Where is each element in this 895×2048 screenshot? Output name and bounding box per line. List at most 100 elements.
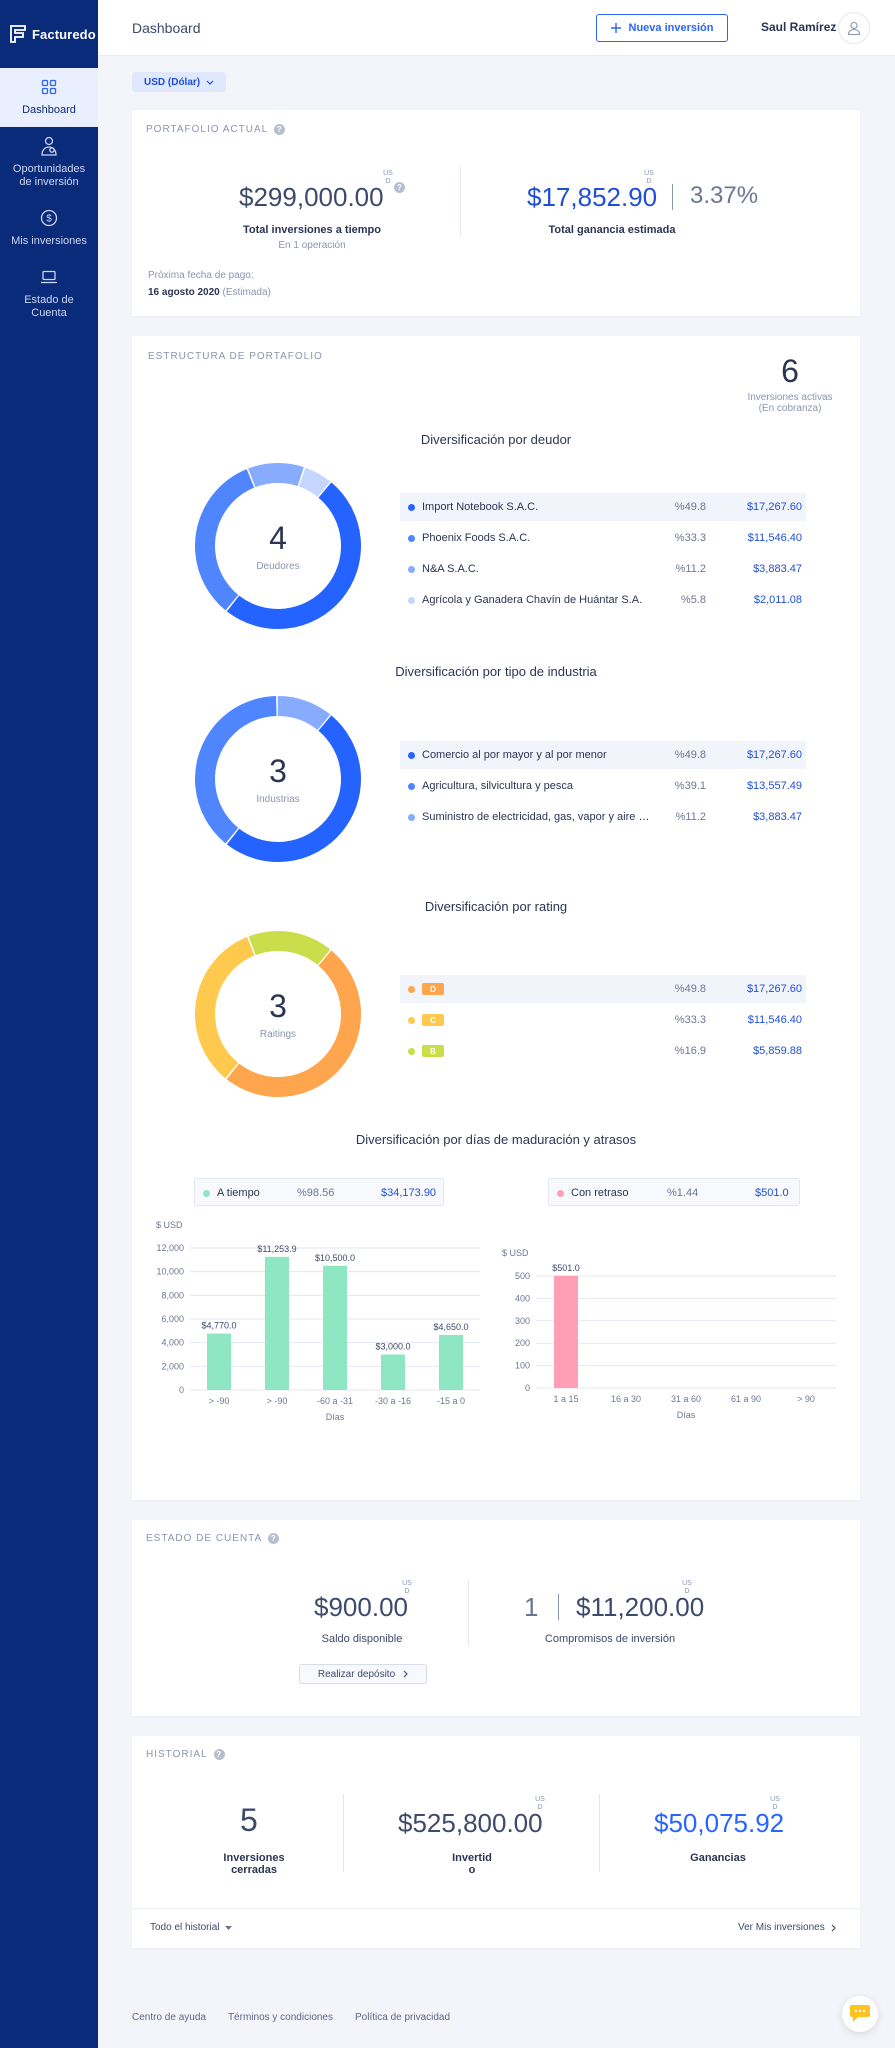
donut-slice[interactable] — [188, 924, 368, 1104]
divider — [672, 184, 673, 210]
legend-dot — [408, 597, 415, 604]
chat-widget-button[interactable] — [842, 1996, 878, 2032]
industry-caption: Industrias — [256, 793, 300, 805]
rating-count: 3 — [269, 987, 287, 1024]
divider — [468, 1580, 469, 1646]
legend-row[interactable]: Comercio al por mayor y al por menor %49.… — [400, 741, 806, 769]
y-tick-label: 400 — [515, 1293, 530, 1303]
rating-badge: C — [422, 1014, 444, 1026]
legend-row[interactable]: C %33.3 $11,546.40 — [400, 1006, 806, 1034]
legend-row[interactable]: B %16.9 $5,859.88 — [400, 1037, 806, 1065]
bar[interactable] — [265, 1256, 289, 1390]
legend-pct: %49.8 — [674, 749, 706, 761]
avatar[interactable] — [838, 12, 870, 44]
debtor-chart-title: Diversificación por deudor — [420, 432, 572, 447]
bar-data-label: $501.0 — [552, 1263, 580, 1273]
legend-row[interactable]: Suministro de electricidad, gas, vapor y… — [400, 803, 806, 831]
footer-link-privacy[interactable]: Política de privacidad — [355, 2012, 451, 2023]
legend-row[interactable]: Import Notebook S.A.C. %49.8 $17,267.60 — [400, 493, 806, 521]
legend-dot — [408, 986, 415, 993]
bar[interactable] — [381, 1354, 405, 1391]
y-tick-label: 6,000 — [161, 1314, 184, 1324]
legend-row[interactable]: Phoenix Foods S.A.C. %33.3 $11,546.40 — [400, 524, 806, 552]
active-investments-label: Inversiones activas — [747, 392, 833, 403]
make-deposit-button[interactable]: Realizar depósito — [299, 1664, 427, 1684]
total-investments-sub: En 1 operación — [278, 240, 346, 251]
donut-slice[interactable] — [188, 456, 368, 636]
legend-pct: %33.3 — [674, 532, 706, 544]
sidebar-item-account-statement[interactable]: Estado de Cuenta — [0, 258, 98, 330]
legend-row[interactable]: Agricultura, silvicultura y pesca %39.1 $1… — [400, 772, 806, 800]
legend-dot — [557, 1190, 564, 1197]
industry-donut: 3 Industrias — [188, 689, 368, 869]
new-investment-button[interactable]: Nueva inversión — [596, 14, 728, 42]
sidebar-item-label: Estado de Cuenta — [24, 294, 74, 319]
bar[interactable] — [323, 1265, 347, 1390]
user-name[interactable]: Saul Ramírez — [761, 20, 837, 34]
history-filter-select[interactable]: Todo el historial — [150, 1922, 233, 1933]
bar[interactable] — [207, 1333, 231, 1390]
late-bar-chart: $ USD 0 100 200 300 400 500 $501.0 1 a 15 16 a 30… — [502, 1248, 836, 1420]
rating-legend: D %49.8 $17,267.60 C %33.3 $11,546.40 B %16.9… — [400, 975, 806, 1068]
legend-dot — [408, 814, 415, 821]
sidebar-item-opportunities[interactable]: Oportunidades de inversión — [0, 127, 98, 199]
bar-data-label: $4,650.0 — [433, 1322, 468, 1332]
currency-superscript: US D — [402, 1580, 412, 1595]
donut-slice[interactable] — [188, 689, 368, 869]
bar-data-label: $3,000.0 — [375, 1342, 410, 1352]
donut-center: 3 Raitings — [188, 924, 368, 1104]
bar-data-label: $10,500.0 — [315, 1253, 355, 1263]
active-investments: 6 Inversiones activas (En cobranza) — [740, 354, 840, 414]
legend-row[interactable]: N&A S.A.C. %11.2 $3,883.47 — [400, 555, 806, 583]
see-my-investments-link[interactable]: Ver Mis inversiones — [738, 1922, 836, 1933]
legend-dot — [408, 752, 415, 759]
legend-value: $3,883.47 — [753, 563, 802, 575]
see-my-investments-label: Ver Mis inversiones — [738, 1922, 825, 1933]
balance-amount: $900.00 — [314, 1592, 408, 1622]
bar-data-label: $4,770.0 — [201, 1321, 236, 1331]
rating-donut-chart — [188, 924, 368, 1104]
industry-chart-title: Diversificación por tipo de industria — [395, 664, 597, 679]
history-card: HISTORIAL ? 5 Inversiones cerradas $525,… — [132, 1736, 860, 1948]
help-icon[interactable]: ? — [274, 124, 286, 135]
investor-icon — [38, 135, 60, 157]
laptop-icon — [38, 266, 60, 288]
legend-pct: %39.1 — [674, 780, 706, 792]
total-gain-amount: $17,852.90 — [527, 182, 658, 212]
sidebar-item-label: Oportunidades de inversión — [12, 163, 86, 188]
legend-name: Import Notebook S.A.C. — [422, 501, 539, 513]
legend-dot — [408, 504, 415, 511]
brand-logo[interactable]: Facturedo — [0, 0, 98, 68]
y-tick-label: 500 — [515, 1271, 530, 1281]
bar[interactable] — [554, 1275, 578, 1388]
legend-value: $5,859.88 — [753, 1045, 802, 1057]
new-investment-label: Nueva inversión — [628, 22, 714, 34]
sidebar-item-dashboard[interactable]: Dashboard — [0, 68, 98, 127]
currency-select[interactable]: USD (Dólar) — [132, 72, 227, 92]
footer-link-help[interactable]: Centro de ayuda — [132, 2012, 206, 2023]
debtor-donut-chart — [188, 456, 368, 636]
late-summary: Con retraso %1.44 $501.0 — [548, 1178, 800, 1206]
page-title: Dashboard — [132, 20, 201, 36]
legend-name: Agricultura, silvicultura y pesca — [422, 780, 574, 792]
help-icon[interactable]: ? — [394, 182, 405, 193]
section-label: HISTORIAL ? — [146, 1749, 225, 1760]
legend-name: Phoenix Foods S.A.C. — [422, 532, 531, 544]
footer-link-terms[interactable]: Términos y condiciones — [227, 2012, 333, 2023]
rating-badge: D — [422, 983, 444, 995]
legend-row[interactable]: D %49.8 $17,267.60 — [400, 975, 806, 1003]
donut-slice[interactable] — [188, 456, 368, 636]
debtor-donut: 4 Deudores — [188, 456, 368, 636]
help-icon[interactable]: ? — [213, 1749, 225, 1760]
y-tick-label: 0 — [525, 1383, 530, 1393]
help-icon[interactable]: ? — [268, 1533, 280, 1544]
legend-pct: %11.2 — [675, 811, 706, 823]
closed-label: Inversiones cerradas — [223, 1852, 285, 1876]
make-deposit-label: Realizar depósito — [317, 1668, 396, 1680]
divider — [132, 1908, 860, 1909]
y-tick-label: 4,000 — [161, 1338, 184, 1348]
sidebar-item-my-investments[interactable]: $ Mis inversiones — [0, 199, 98, 258]
legend-pct: %16.9 — [674, 1045, 706, 1057]
bar[interactable] — [439, 1334, 463, 1390]
legend-row[interactable]: Agrícola y Ganadera Chavín de Huántar S.… — [400, 586, 806, 614]
